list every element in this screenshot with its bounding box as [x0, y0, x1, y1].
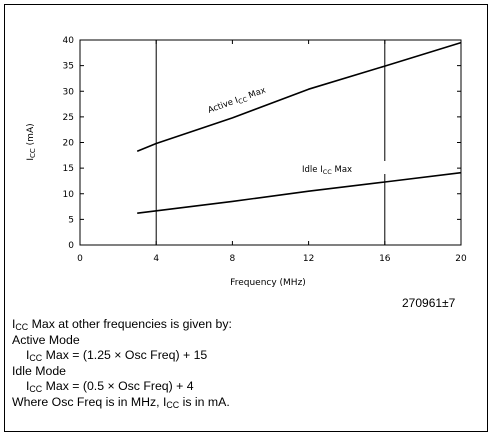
y-tick-label: 25 [63, 113, 74, 123]
x-tick-label: 4 [153, 254, 159, 264]
y-tick-label: 35 [63, 62, 74, 72]
figure-frame [4, 4, 488, 432]
notes-line-intro: ICC Max at other frequencies is given by… [12, 317, 232, 333]
series-line-0 [136, 41, 462, 152]
x-tick-label: 0 [77, 254, 83, 264]
y-tick-label: 5 [68, 215, 74, 225]
y-tick-label: 10 [63, 190, 75, 200]
figure-id: 270961±7 [402, 296, 456, 310]
y-tick-label: 0 [68, 241, 74, 251]
notes-block: ICC Max at other frequencies is given by… [12, 317, 232, 411]
series-label-idle-bg [298, 161, 386, 174]
y-tick-label: 30 [63, 87, 75, 97]
notes-line-idle-mode: Idle Mode [12, 363, 67, 378]
x-tick-label: 8 [230, 254, 236, 264]
y-tick-label: 20 [63, 139, 75, 149]
x-axis-label: Frequency (MHz) [230, 278, 306, 288]
plot-area-border [79, 39, 462, 246]
notes-line-idle-formula: ICC Max = (0.5 × Osc Freq) + 4 [26, 379, 194, 395]
y-axis-label: ICC (mA) [26, 123, 37, 160]
y-tick-label: 40 [63, 36, 75, 46]
notes-line-active-mode: Active Mode [12, 332, 80, 347]
series-label-idle: Idle ICC Max [302, 165, 352, 176]
x-tick-label: 16 [379, 254, 391, 264]
y-tick-label: 15 [63, 164, 74, 174]
series-label-active: Active ICC Max [207, 86, 268, 117]
x-tick-label: 20 [455, 254, 467, 264]
notes-line-units: Where Osc Freq is in MHz, ICC is in mA. [12, 394, 230, 411]
series-line-1 [137, 171, 462, 214]
x-tick-label: 12 [303, 254, 314, 264]
notes-line-active-formula: ICC Max = (1.25 × Osc Freq) + 15 [26, 348, 208, 364]
